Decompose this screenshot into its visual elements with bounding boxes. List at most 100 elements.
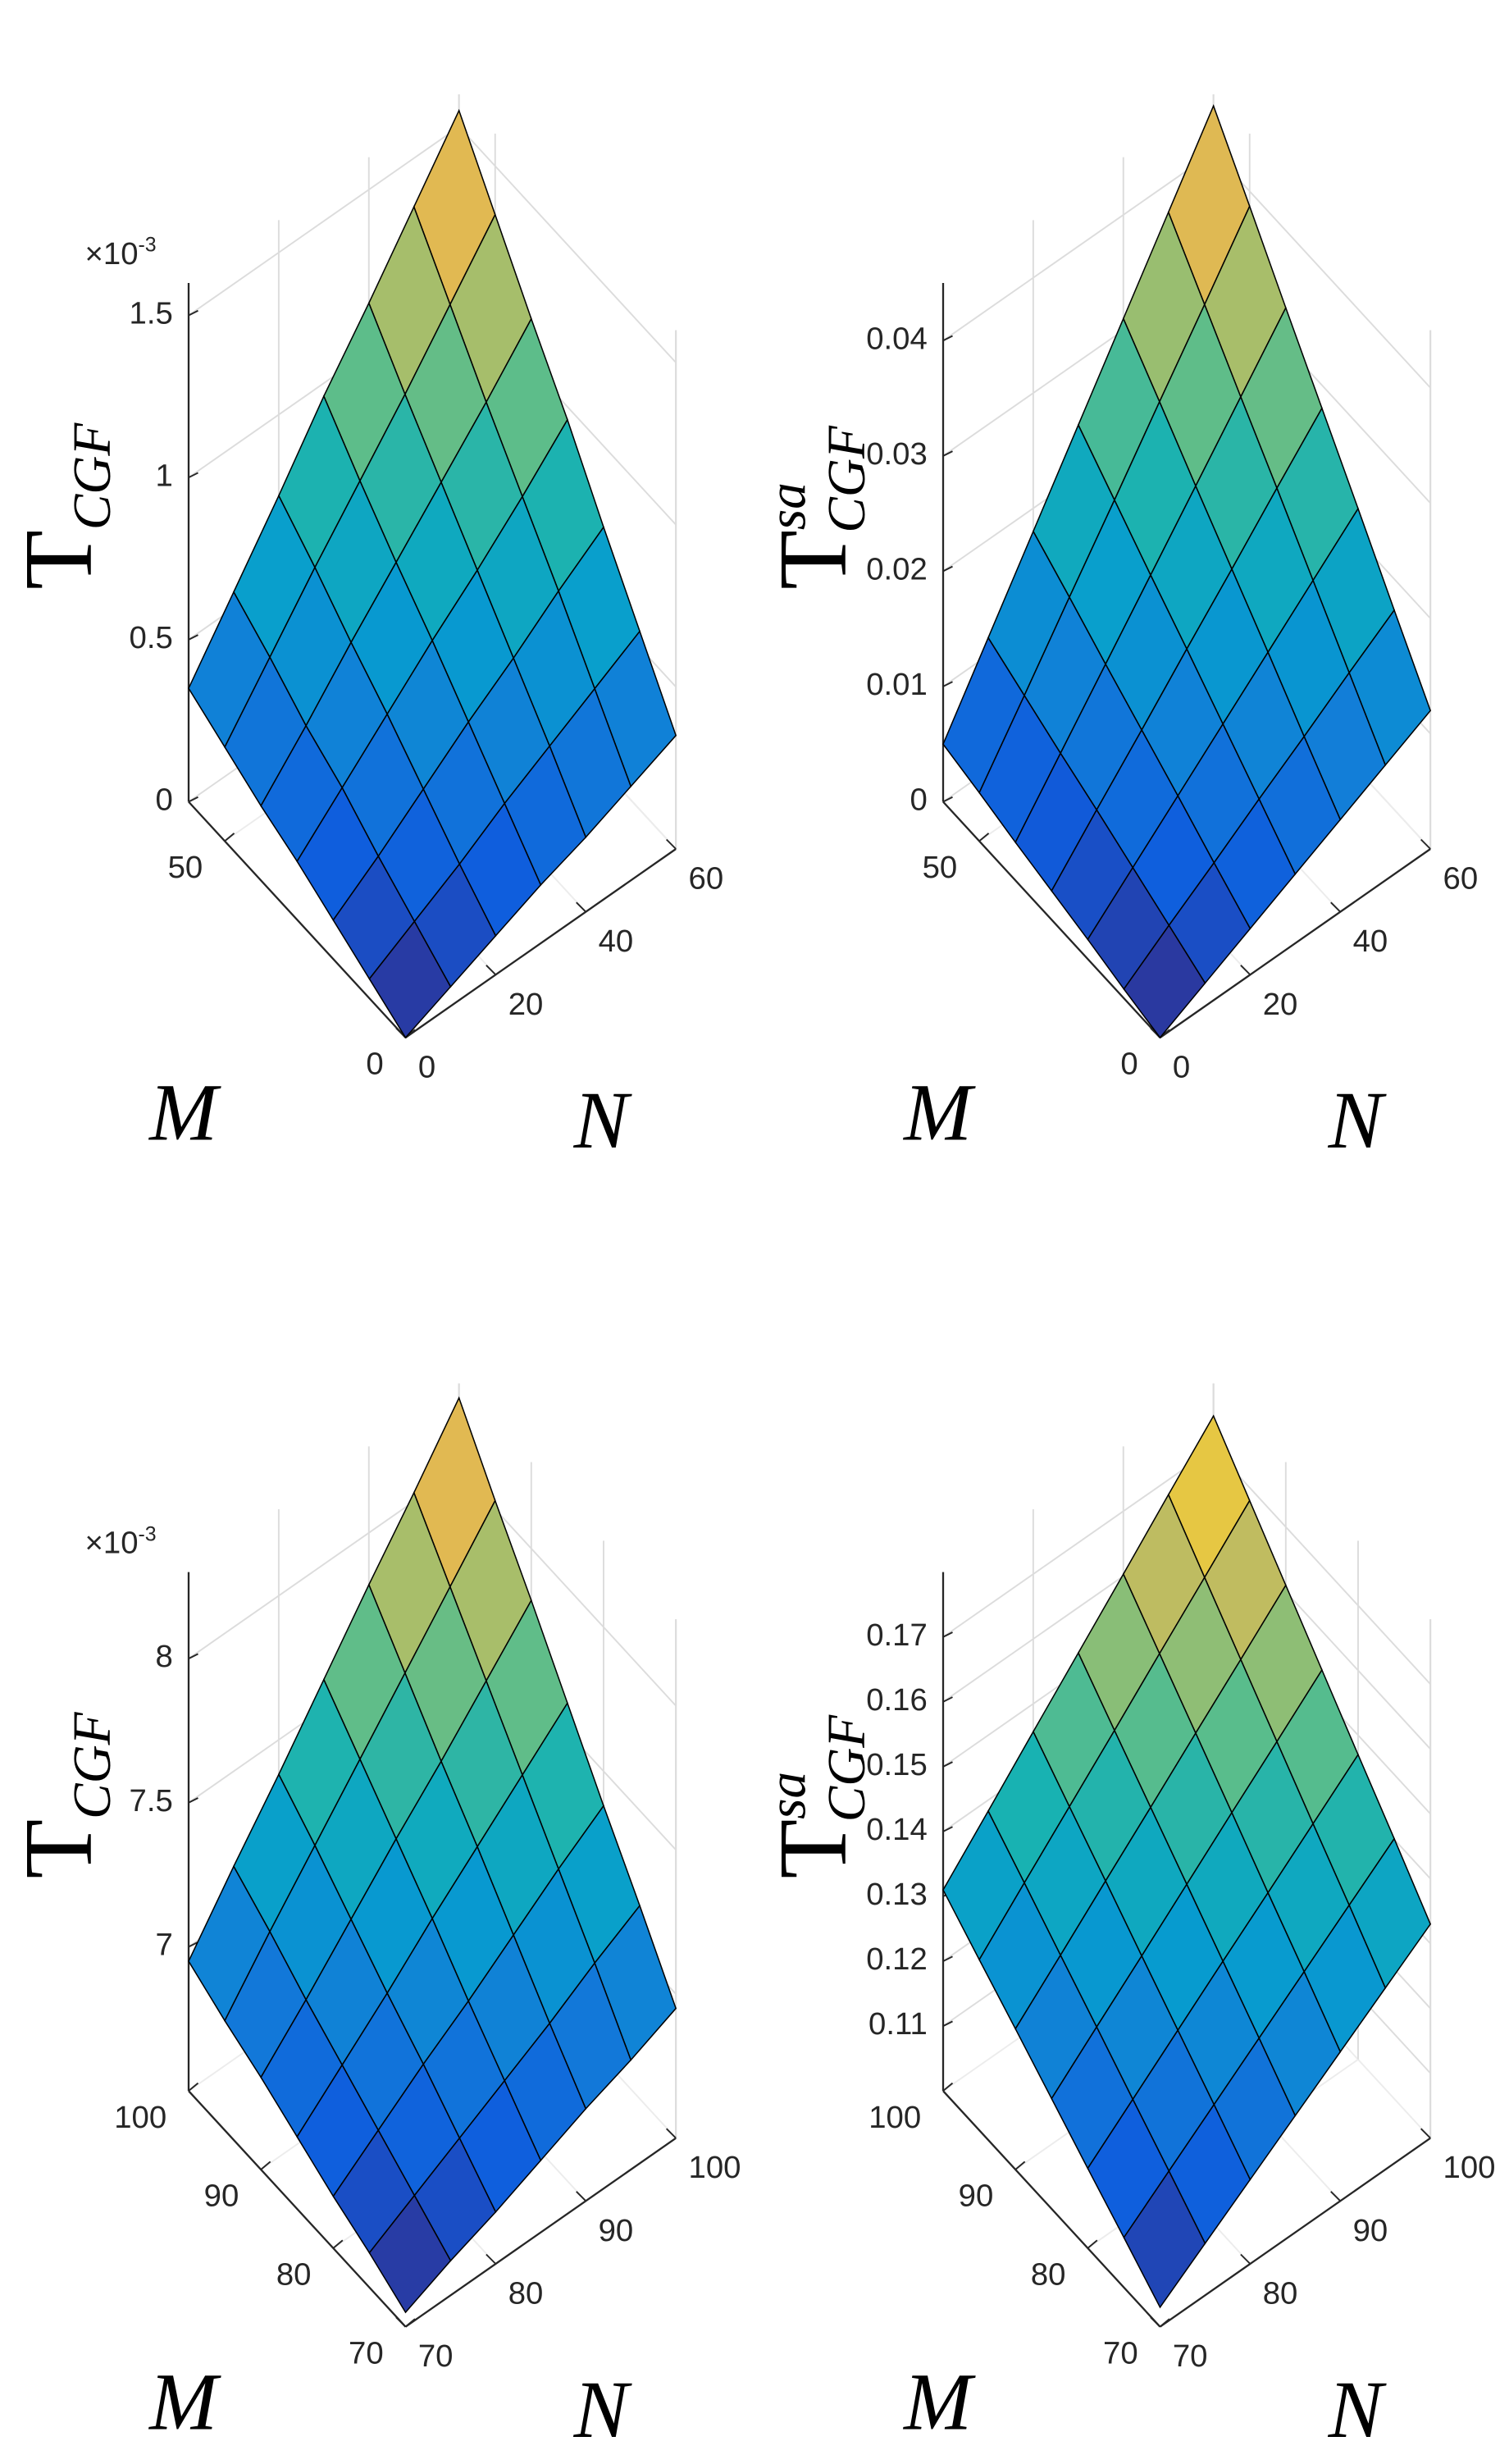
exponent-base: ×10 xyxy=(85,1526,139,1561)
tick-mark xyxy=(1330,901,1341,913)
panel: 7 7.5 8 70 80 90 100 70 80 90 100 M N TCGF ×10-3 xyxy=(4,1383,741,2455)
z-tick-label: 0.16 xyxy=(866,1682,928,1718)
z-tick-label: 0.13 xyxy=(866,1877,928,1912)
z-tick-label: 0.11 xyxy=(868,2006,928,2042)
tick-mark xyxy=(1240,965,1251,976)
tick-mark xyxy=(1150,2316,1161,2328)
exponent-power: -3 xyxy=(139,234,157,257)
grid-line xyxy=(942,151,1215,342)
tick-mark xyxy=(395,2316,407,2328)
n-tick-label: 80 xyxy=(508,2275,544,2311)
m-axis-label: M xyxy=(902,2356,976,2447)
tick-mark xyxy=(942,1761,953,1768)
surface-face xyxy=(1123,2170,1206,2309)
tick-mark xyxy=(665,2128,677,2139)
panel: 0.11 0.12 0.13 0.14 0.15 0.16 0.17 70 80 90 100 70 8… xyxy=(758,1383,1496,2455)
z-tick-label: 0.5 xyxy=(130,620,173,655)
m-tick-label: 80 xyxy=(276,2256,312,2292)
z-tick-label: 8 xyxy=(156,1639,173,1674)
tick-mark xyxy=(942,1631,953,1638)
tick-mark xyxy=(576,901,586,913)
m-axis-label: M xyxy=(148,2356,221,2447)
tick-mark xyxy=(1087,2239,1098,2249)
n-tick-label: 40 xyxy=(1353,924,1388,959)
tick-mark xyxy=(188,309,198,317)
n-axis-label: N xyxy=(1328,1075,1388,1166)
tick-mark xyxy=(942,796,953,803)
tick-mark xyxy=(1330,2191,1341,2202)
m-tick-label: 0 xyxy=(1120,1047,1137,1082)
m-tick-label: 50 xyxy=(168,850,203,885)
z-axis-label: TCGF xyxy=(4,422,122,590)
grid-line xyxy=(1212,1448,1431,1685)
m-tick-label: 80 xyxy=(1031,2256,1066,2292)
z-tick-label: 7.5 xyxy=(130,1783,173,1818)
n-axis xyxy=(1159,2137,1431,2328)
n-tick-label: 90 xyxy=(1353,2213,1388,2248)
n-tick-label: 70 xyxy=(418,2339,454,2374)
n-tick-label: 100 xyxy=(1443,2150,1496,2185)
tick-mark xyxy=(486,965,497,976)
z-label-sub: CGF xyxy=(63,422,122,531)
m-axis-label: M xyxy=(148,1067,221,1158)
n-tick-label: 70 xyxy=(1173,2339,1208,2374)
n-tick-label: 0 xyxy=(1173,1049,1190,1084)
tick-mark xyxy=(665,838,677,850)
exponent-power: -3 xyxy=(139,1522,157,1545)
tick-mark xyxy=(942,1826,953,1832)
tick-mark xyxy=(942,1696,953,1703)
m-tick-label: 70 xyxy=(349,2335,384,2370)
panel: 0 0.5 1 1.5 0 50 0 20 40 60 M N TCGF ×10-3 xyxy=(4,94,723,1166)
m-tick-label: 90 xyxy=(204,2179,239,2214)
tick-mark xyxy=(942,2082,954,2092)
panel: 0 0.01 0.02 0.03 0.04 0 50 0 20 40 60 M N TsaCGF xyxy=(758,94,1478,1166)
tick-mark xyxy=(486,2253,497,2265)
tick-mark xyxy=(942,1955,953,1962)
tick-mark xyxy=(1240,2253,1251,2265)
tick-mark xyxy=(942,565,953,573)
n-tick-label: 0 xyxy=(418,1049,435,1084)
n-tick-label: 20 xyxy=(508,987,544,1022)
n-tick-label: 40 xyxy=(599,924,634,959)
z-tick-label: 0.17 xyxy=(866,1618,928,1653)
n-axis-label: N xyxy=(1328,2364,1388,2455)
z-label-base: T xyxy=(759,1819,867,1879)
tick-mark xyxy=(1159,2318,1170,2328)
tick-mark xyxy=(404,2318,416,2328)
n-axis-label: N xyxy=(573,2364,633,2455)
n-tick-label: 90 xyxy=(599,2213,634,2248)
n-tick-label: 60 xyxy=(689,860,724,896)
n-tick-label: 20 xyxy=(1263,987,1298,1022)
tick-mark xyxy=(978,833,990,842)
m-axis xyxy=(188,2090,407,2328)
n-axis xyxy=(1159,848,1431,1038)
tick-mark xyxy=(188,2082,199,2092)
z-tick-label: 0.12 xyxy=(866,1942,928,1977)
tick-mark xyxy=(1420,2128,1431,2139)
n-axis-label: N xyxy=(573,1075,633,1166)
exponent-label: ×10-3 xyxy=(85,234,157,271)
z-tick-label: 1 xyxy=(156,458,173,493)
tick-mark xyxy=(188,1941,198,1948)
z-tick-label: 0.01 xyxy=(866,667,928,702)
tick-mark xyxy=(942,335,953,342)
tick-mark xyxy=(260,2161,271,2170)
z-axis-label: TCGF xyxy=(4,1711,122,1878)
tick-mark xyxy=(332,2239,344,2249)
z-label-base: T xyxy=(4,530,112,590)
n-tick-label: 80 xyxy=(1263,2275,1298,2311)
z-label-sup: sa xyxy=(758,482,817,530)
tick-mark xyxy=(188,472,198,479)
m-tick-label: 0 xyxy=(366,1047,383,1082)
z-label-sub: CGF xyxy=(818,1714,877,1823)
exponent-base: ×10 xyxy=(85,236,139,271)
surface-face xyxy=(1123,924,1206,1039)
m-axis xyxy=(942,2090,1161,2328)
z-label-sub: CGF xyxy=(63,1711,122,1819)
tick-mark xyxy=(576,2191,586,2202)
z-tick-label: 0.14 xyxy=(866,1812,928,1847)
z-tick-label: 0.03 xyxy=(866,436,928,472)
tick-mark xyxy=(942,681,953,687)
z-tick-label: 0.02 xyxy=(866,552,928,587)
